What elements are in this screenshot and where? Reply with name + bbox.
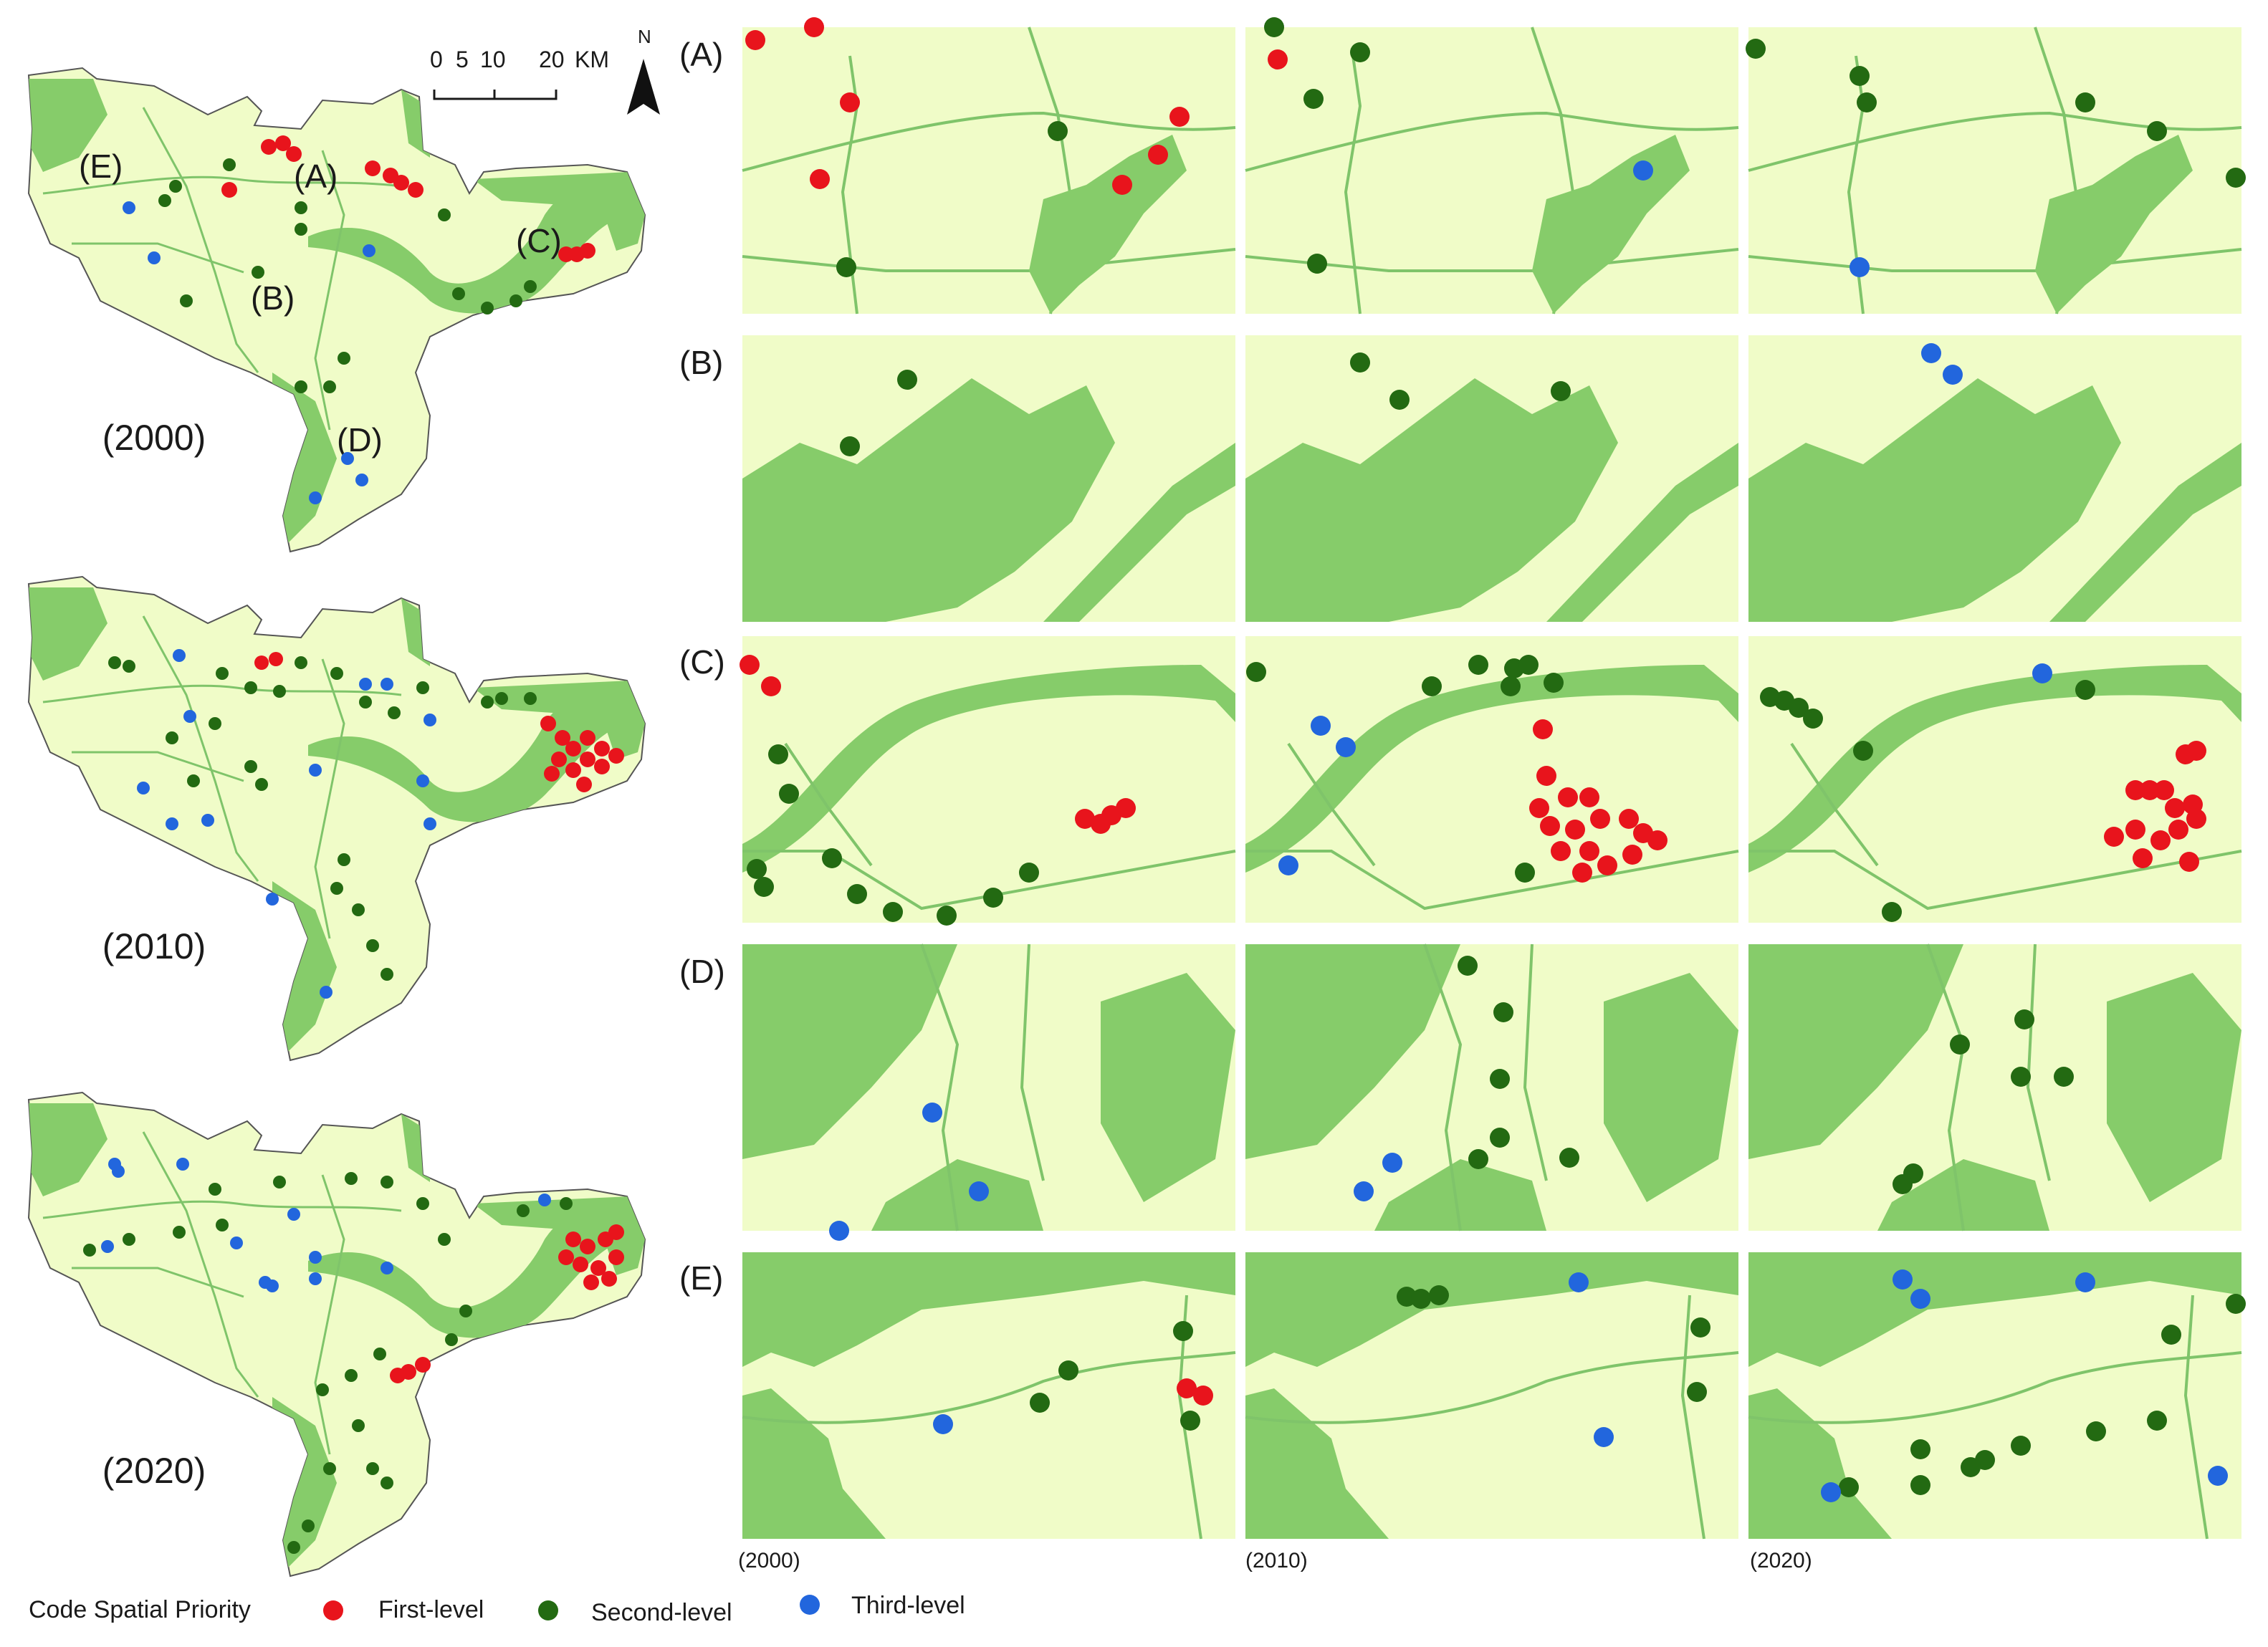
region-roads xyxy=(42,1131,402,1455)
panel-b-2020 xyxy=(1748,335,2241,622)
row-label-d: (D) xyxy=(679,953,725,990)
panel-d-2010 xyxy=(1245,943,1738,1231)
overview-map-2020: (2020) xyxy=(28,1092,646,1577)
panel-e-2010 xyxy=(1245,1252,1739,1540)
scale-unit: KM xyxy=(575,47,609,72)
points-2000 xyxy=(123,135,595,504)
region-outline xyxy=(28,576,646,1061)
overview-map-2000: (A) (B) (C) (D) (E) (2000) xyxy=(28,67,646,552)
panel-b-2000 xyxy=(742,335,1235,622)
legend-swatch-second xyxy=(538,1600,558,1620)
scale-tick-20: 20 xyxy=(539,47,565,72)
north-arrow-icon: N xyxy=(627,26,660,115)
column-label-2000: (2000) xyxy=(738,1549,800,1572)
svg-text:N: N xyxy=(638,26,651,47)
panel-c-2010 xyxy=(1245,636,1739,923)
area-label-b: (B) xyxy=(251,279,295,317)
scale-tick-10: 10 xyxy=(480,47,506,72)
panel-d-2020 xyxy=(1748,943,2241,1231)
overview-map-2010: (2010) xyxy=(28,576,646,1061)
row-label-e: (E) xyxy=(679,1259,723,1297)
scale-tick-0: 0 xyxy=(430,47,443,72)
region-roads xyxy=(42,107,402,431)
points-2020 xyxy=(83,1158,624,1554)
row-labels: (A) (B) (C) (D) (E) xyxy=(679,36,725,1297)
year-label-2020: (2020) xyxy=(102,1451,206,1491)
panel-b-2010 xyxy=(1245,335,1738,622)
scale-bar: 0 5 10 20 KM xyxy=(430,47,609,100)
panel-a-2000 xyxy=(742,17,1236,314)
scale-tick-5: 5 xyxy=(456,47,469,72)
area-label-e: (E) xyxy=(79,148,123,185)
panel-e-2020 xyxy=(1748,1252,2246,1540)
area-label-c: (C) xyxy=(516,222,562,259)
legend-swatch-third xyxy=(800,1595,820,1615)
area-label-d: (D) xyxy=(337,421,383,458)
column-label-2010: (2010) xyxy=(1245,1549,1308,1572)
panel-c-2000 xyxy=(740,636,1236,926)
legend-label-third: Third-level xyxy=(851,1592,965,1619)
legend-label-second: Second-level xyxy=(591,1599,732,1626)
area-labels: (A) (B) (C) (D) (E) xyxy=(79,148,562,458)
panel-a-2020 xyxy=(1746,27,2246,314)
panel-e-2000 xyxy=(742,1252,1236,1540)
column-year-labels: (2000) (2010) (2020) xyxy=(738,1549,1812,1572)
points-2010 xyxy=(108,649,624,999)
column-label-2020: (2020) xyxy=(1750,1549,1812,1572)
legend: Code Spatial Priority First-level Second… xyxy=(29,1592,965,1626)
region-outline xyxy=(28,1092,646,1577)
year-label-2000: (2000) xyxy=(102,418,206,458)
panel-a-2010 xyxy=(1245,17,1739,314)
region-forest xyxy=(29,1103,645,1569)
legend-label-first: First-level xyxy=(378,1596,484,1623)
row-label-a: (A) xyxy=(679,36,723,73)
region-forest xyxy=(29,79,645,544)
legend-swatch-first xyxy=(323,1600,343,1620)
row-label-c: (C) xyxy=(679,643,725,681)
region-roads xyxy=(42,615,402,939)
panel-d-2000 xyxy=(742,943,1235,1241)
legend-title: Code Spatial Priority xyxy=(29,1596,251,1623)
year-label-2010: (2010) xyxy=(102,926,206,966)
region-outline xyxy=(28,67,646,552)
row-label-b: (B) xyxy=(679,344,723,381)
panel-c-2020 xyxy=(1748,636,2242,923)
area-label-a: (A) xyxy=(294,158,338,195)
